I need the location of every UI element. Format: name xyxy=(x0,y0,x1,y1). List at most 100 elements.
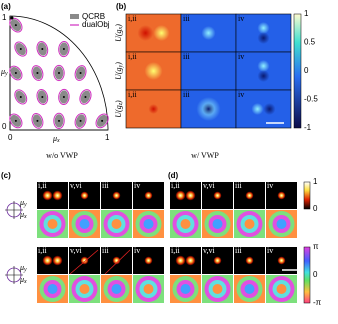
icon-axis-label-base: μ xyxy=(19,263,24,272)
tile-label: iii xyxy=(102,181,109,190)
phase-ring xyxy=(143,284,154,294)
intensity-spot xyxy=(42,255,53,266)
colorbar-tick-label: 0 xyxy=(313,204,318,213)
colorbar-tick-label: -π xyxy=(313,298,322,307)
dualobj-ellipse xyxy=(14,41,28,57)
y-tick-label: 1 xyxy=(2,13,7,22)
icon-axis-label-sub: x xyxy=(23,214,27,220)
dualobj-ellipse xyxy=(53,112,65,129)
y-axis-label-sub: y xyxy=(4,71,8,77)
dualobj-ellipse xyxy=(74,65,87,81)
tile-label: iv xyxy=(238,14,244,23)
intensity-spot xyxy=(52,255,63,266)
center-dot xyxy=(19,95,22,98)
intensity-spot xyxy=(175,190,186,201)
tile-label: iii xyxy=(183,90,190,99)
center-dot xyxy=(36,119,39,122)
phase-ring xyxy=(276,284,287,294)
panel-label: (c) xyxy=(1,171,11,180)
field-blob xyxy=(257,70,270,82)
row-label-base: U(g xyxy=(114,29,123,41)
field-blob xyxy=(257,32,270,44)
center-dot xyxy=(101,119,104,122)
caption: w/ VWP xyxy=(191,151,219,160)
center-dot xyxy=(14,119,17,122)
colorbar xyxy=(303,246,311,304)
center-dot xyxy=(41,48,44,51)
phase-ring xyxy=(180,284,191,294)
icon-axis-label-sub: x xyxy=(23,279,27,285)
y-axis-label-base: μ xyxy=(0,67,5,76)
tile-label: i,ii xyxy=(128,14,137,23)
dualobj-ellipse xyxy=(74,112,87,129)
tile-label: iii xyxy=(102,246,109,255)
field-blob xyxy=(148,104,159,114)
field-blob xyxy=(137,25,154,41)
dualobj-ellipse xyxy=(9,65,23,81)
tile-label: iii xyxy=(235,181,242,190)
x-tick-label: 0 xyxy=(8,133,13,142)
field-blob xyxy=(201,26,216,40)
center-dot xyxy=(41,95,44,98)
center-dot xyxy=(79,119,82,122)
phase-ring xyxy=(143,219,154,229)
legend-label: dualObj xyxy=(82,20,110,29)
colorbar-tick-label: -0.5 xyxy=(304,95,318,104)
row-label-sub: x xyxy=(118,26,124,30)
row-label-base: U(g xyxy=(114,105,123,117)
row-label: U(gy) xyxy=(114,62,125,80)
x-tick-label: 1 xyxy=(105,133,110,142)
dualobj-ellipse xyxy=(58,88,70,106)
tile-label: iv xyxy=(267,181,273,190)
colorbar-tick-label: -1 xyxy=(304,123,312,132)
intensity-spot xyxy=(277,191,286,200)
phase-ring xyxy=(276,219,287,229)
tile-label: i,ii xyxy=(128,52,137,61)
center-dot xyxy=(62,95,65,98)
row-label-tail: ) xyxy=(114,24,123,28)
phase-ring xyxy=(212,284,223,294)
center-dot xyxy=(14,24,17,27)
intensity-spot xyxy=(185,190,196,201)
phase-ring xyxy=(244,219,255,229)
field-tile xyxy=(180,51,237,91)
colorbar-tick-label: 0 xyxy=(304,66,309,75)
phase-ring xyxy=(244,284,255,294)
intensity-spot xyxy=(245,256,254,265)
phase-ring xyxy=(47,219,58,229)
tile-label: i,ii xyxy=(38,181,47,190)
tile-label: iv xyxy=(238,90,244,99)
row-label: U(gz) xyxy=(114,100,125,118)
dualobj-ellipse xyxy=(9,113,23,129)
center-dot xyxy=(58,119,60,122)
intensity-spot xyxy=(80,256,89,265)
colorbar-tick-label: 0 xyxy=(313,270,318,279)
field-blob xyxy=(202,103,215,115)
tile-label: iii xyxy=(235,246,242,255)
icon-axis-label-base: μ xyxy=(19,198,24,207)
center-dot xyxy=(58,72,60,74)
x-axis-label-base: μ xyxy=(52,134,57,143)
colorbar-tick-label: 0.5 xyxy=(304,38,316,47)
phase-ring xyxy=(111,284,122,294)
tile-label: i,ii xyxy=(171,246,180,255)
tile-label: iv xyxy=(134,246,140,255)
dualobj-ellipse xyxy=(31,112,44,129)
field-blob xyxy=(257,22,270,34)
dualobj-ellipse xyxy=(79,89,92,105)
phase-ring xyxy=(79,219,90,229)
tile-label: iv xyxy=(134,181,140,190)
tile-label: iii xyxy=(183,52,190,61)
intensity-spot xyxy=(42,190,53,201)
colorbar-tick-label: π xyxy=(313,242,319,251)
dualobj-ellipse xyxy=(58,40,70,58)
intensity-spot xyxy=(185,255,196,266)
guide-line xyxy=(104,249,131,275)
icon-axis-label-sub: y xyxy=(23,202,27,208)
guide-line xyxy=(69,249,99,275)
intensity-spot xyxy=(112,256,121,265)
intensity-spot xyxy=(144,191,153,200)
tile-label: iv xyxy=(238,52,244,61)
